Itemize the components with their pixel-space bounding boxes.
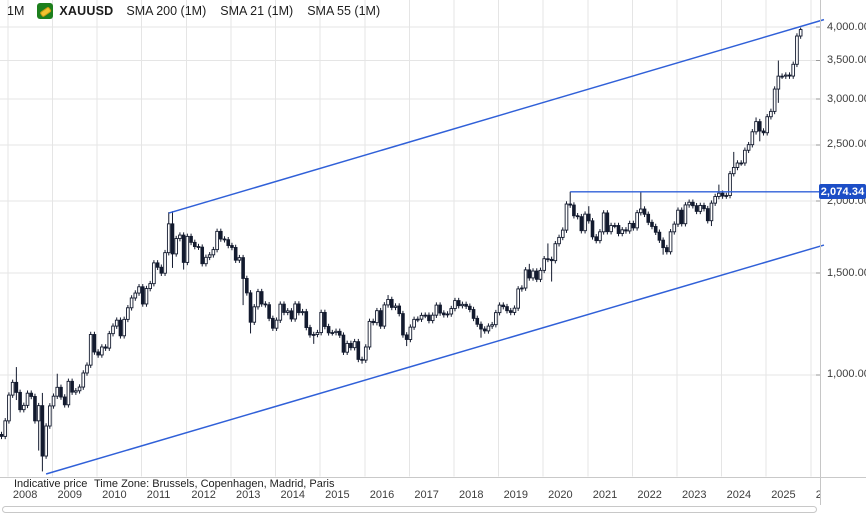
time-axis[interactable]: 2008 2009 2010 2011 2012 2013 2014 2015 2016 2017… xyxy=(0,478,820,504)
indicator-label[interactable]: SMA 55 (1M) xyxy=(307,4,381,18)
year-label: 2023 xyxy=(681,489,707,501)
price-axis-label: 3,500.00 xyxy=(827,54,866,67)
year-label: 2026 xyxy=(815,489,820,501)
price-axis-label: 1,000.00 xyxy=(827,368,866,381)
symbol-label[interactable]: XAUUSD xyxy=(59,4,114,18)
price-level-badge[interactable]: 2,074.34 xyxy=(819,184,866,200)
timezone-label: Time Zone: Brussels, Copenhagen, Madrid,… xyxy=(94,478,335,490)
year-label: 2013 xyxy=(235,489,261,501)
price-axis-label: 4,000.00 xyxy=(827,20,866,33)
year-label: 2016 xyxy=(369,489,395,501)
year-label: 2024 xyxy=(726,489,752,501)
year-label: 2017 xyxy=(414,489,439,501)
indicator-labels: SMA 200 (1M) SMA 21 (1M) SMA 55 (1M) xyxy=(126,4,380,18)
axis-separator xyxy=(0,477,866,478)
year-label: 2021 xyxy=(592,489,618,501)
year-label: 2022 xyxy=(637,489,662,501)
indicator-label[interactable]: SMA 21 (1M) xyxy=(220,4,294,18)
indicator-label[interactable]: SMA 200 (1M) xyxy=(126,4,207,18)
year-label: 2008 xyxy=(12,489,38,501)
year-label: 2009 xyxy=(57,489,83,501)
year-label: 2012 xyxy=(191,489,216,501)
price-axis[interactable]: 4,000.00 3,500.00 3,000.00 2,500.00 2,000.00… xyxy=(820,0,866,505)
price-level-badge-text: 2,074.34 xyxy=(820,185,865,198)
year-label: 2019 xyxy=(503,489,529,501)
gold-bar-icon xyxy=(37,3,54,19)
price-axis-label: 3,000.00 xyxy=(827,92,866,105)
year-label: 2014 xyxy=(280,489,306,501)
year-label: 2025 xyxy=(771,489,796,501)
year-label: 2020 xyxy=(548,489,573,501)
timeframe-label[interactable]: 1M xyxy=(7,4,25,18)
year-label: 2018 xyxy=(458,489,484,501)
year-label: 2011 xyxy=(146,489,171,501)
horizontal-scrollbar[interactable] xyxy=(2,506,817,513)
indicative-price-label: Indicative price xyxy=(14,478,88,490)
year-label: 2015 xyxy=(325,489,350,501)
instrument-group[interactable]: XAUUSD xyxy=(37,3,113,19)
footer-info: Indicative price Time Zone: Brussels, Co… xyxy=(0,478,820,490)
price-axis-label: 1,500.00 xyxy=(827,266,866,279)
price-axis-label: 2,500.00 xyxy=(827,138,866,151)
chart-header: 1M XAUUSD SMA 200 (1M) SMA 21 (1M) SMA 55 … xyxy=(0,0,380,22)
year-label: 2010 xyxy=(102,489,127,501)
